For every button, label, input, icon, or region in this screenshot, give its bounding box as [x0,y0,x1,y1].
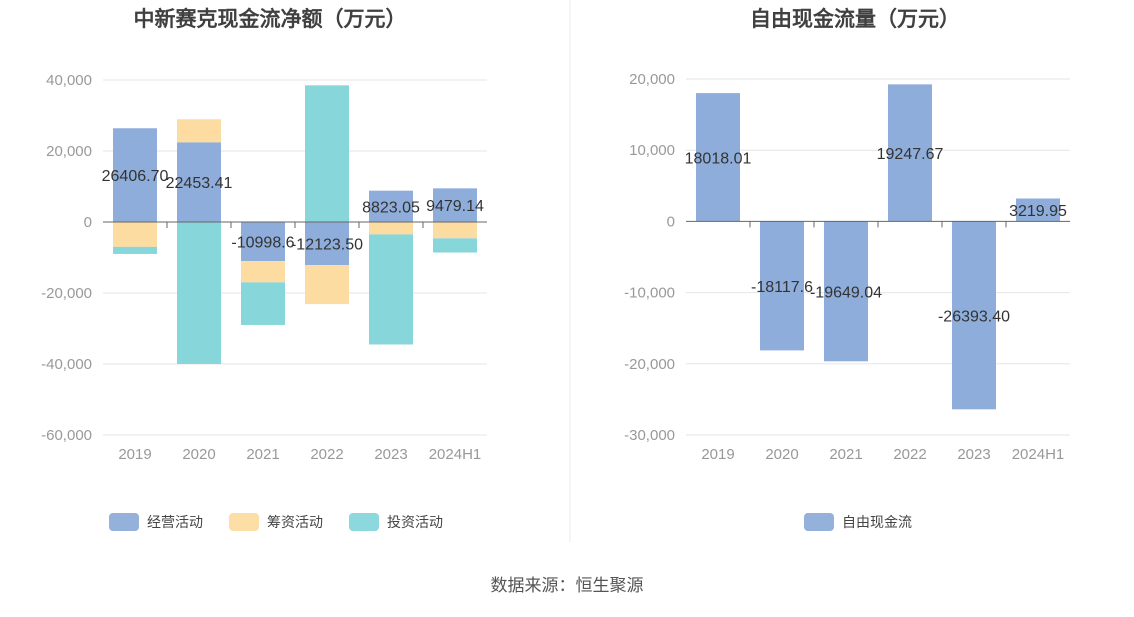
y-tick-label: -20,000 [624,356,675,373]
x-tick-label: 2024H1 [429,446,482,463]
x-tick-label: 2024H1 [1012,446,1065,463]
bar-segment [241,261,285,283]
y-tick-label: 10,000 [629,142,675,159]
y-tick-label: 0 [84,214,92,231]
legend-swatch[interactable] [229,513,259,531]
x-tick-label: 2019 [701,446,734,463]
legend-label: 投资活动 [387,514,443,530]
legend-label: 自由现金流 [842,514,912,530]
bar [952,221,996,410]
y-tick-label: -40,000 [41,356,92,373]
y-tick-label: -30,000 [624,427,675,444]
bar-segment [305,265,349,305]
data-label: -10998.6 [231,235,294,252]
y-tick-label: 0 [667,213,675,230]
legend-swatch[interactable] [349,513,379,531]
y-tick-label: -20,000 [41,285,92,302]
bar [1016,198,1060,222]
chart-title: 自由现金流量（万元） [750,7,960,31]
data-label: -26393.40 [938,308,1010,325]
data-label: -18117.6 [751,279,813,296]
legend-swatch[interactable] [804,513,834,531]
bar [824,221,868,362]
bar-segment [177,119,221,143]
x-tick-label: 2021 [246,446,279,463]
data-label: 26406.70 [102,168,169,185]
bar-segment [305,85,349,222]
bar-segment [177,222,221,364]
data-label: 9479.14 [426,198,484,215]
bar-segment [241,222,285,262]
legend-label: 筹资活动 [267,514,323,530]
data-label: 8823.05 [362,199,420,216]
y-tick-label: -10,000 [624,285,675,302]
data-label: 22453.41 [166,175,233,192]
bar [696,93,740,222]
bar-segment [433,222,477,239]
data-label: 3219.95 [1009,203,1067,220]
chart-title: 中新赛克现金流净额（万元） [134,7,407,31]
x-tick-label: 2023 [374,446,407,463]
x-tick-label: 2020 [182,446,215,463]
bar-segment [177,142,221,222]
bar [760,221,804,351]
bar-segment [113,246,157,254]
x-tick-label: 2019 [118,446,151,463]
data-label: -12123.50 [291,237,363,254]
x-tick-label: 2021 [829,446,862,463]
data-label: -19649.04 [810,284,882,301]
x-tick-label: 2020 [765,446,798,463]
legend-label: 经营活动 [147,514,203,530]
legend-swatch[interactable] [109,513,139,531]
bar-segment [369,234,413,345]
y-tick-label: -60,000 [41,427,92,444]
bar-segment [305,222,349,266]
source-note: 数据来源：恒生聚源 [491,576,644,595]
bar-segment [433,188,477,222]
x-tick-label: 2022 [310,446,343,463]
x-tick-label: 2023 [957,446,990,463]
y-tick-label: 20,000 [629,71,675,88]
data-label: 19247.67 [877,146,944,163]
bar-segment [113,128,157,222]
bar-segment [369,190,413,222]
y-tick-label: 20,000 [46,143,92,160]
bar-segment [433,238,477,253]
bar [888,84,932,222]
data-label: 18018.01 [685,150,752,167]
bar-segment [241,282,285,325]
x-tick-label: 2022 [893,446,926,463]
bar-segment [113,222,157,247]
bar-segment [369,222,413,235]
y-tick-label: 40,000 [46,72,92,89]
